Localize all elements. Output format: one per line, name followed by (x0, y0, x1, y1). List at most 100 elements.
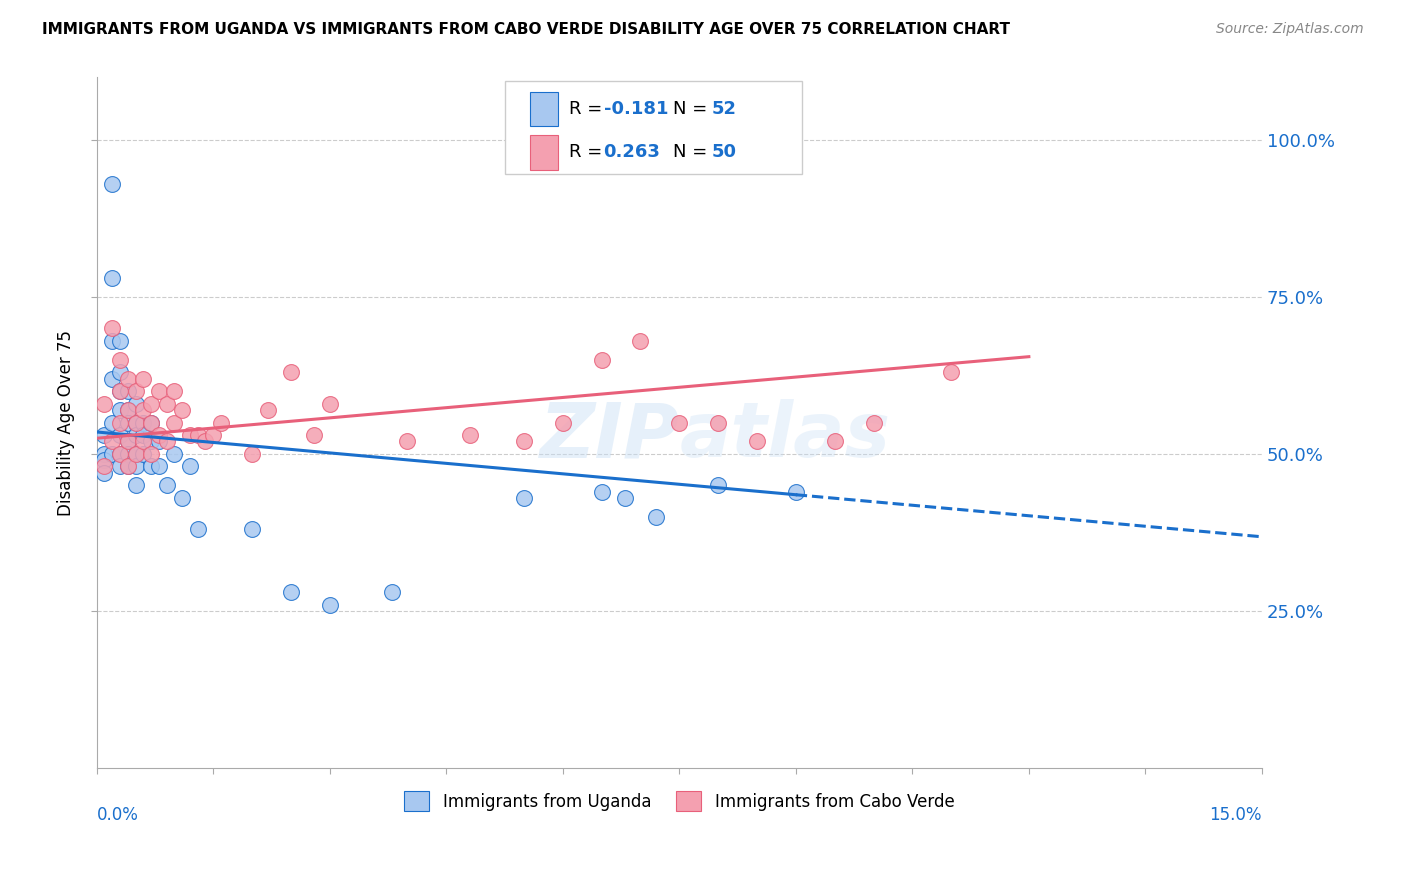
Point (124, 447, 146, 461)
Point (108, 447, 131, 461)
Point (117, 403, 139, 417)
Point (124, 416, 146, 430)
Point (172, 491, 194, 505)
Point (148, 459, 170, 474)
Point (101, 271, 124, 285)
Point (187, 428, 209, 442)
Point (132, 434, 155, 449)
Point (101, 416, 124, 430)
Text: R =: R = (568, 100, 607, 119)
Point (124, 416, 146, 430)
Text: atlas: atlas (679, 400, 890, 474)
Text: N =: N = (673, 144, 713, 161)
Point (117, 371, 139, 385)
Point (132, 371, 155, 385)
Point (319, 598, 342, 612)
Point (202, 428, 225, 442)
Point (108, 459, 131, 474)
Point (179, 459, 201, 474)
Point (591, 352, 613, 367)
Point (139, 459, 162, 474)
Point (108, 416, 131, 430)
Point (941, 365, 963, 379)
Point (163, 416, 186, 430)
Point (745, 434, 768, 449)
Point (280, 585, 302, 599)
Point (108, 403, 131, 417)
Point (117, 384, 139, 399)
Point (139, 434, 162, 449)
Point (381, 585, 404, 599)
Point (108, 334, 131, 348)
Point (148, 384, 170, 399)
Point (101, 434, 124, 449)
Point (280, 365, 302, 379)
Point (108, 365, 131, 379)
Point (132, 416, 155, 430)
Point (93, 428, 115, 442)
Point (101, 371, 124, 385)
Point (862, 416, 884, 430)
Point (187, 522, 209, 536)
Point (132, 403, 155, 417)
Point (139, 416, 162, 430)
Point (163, 447, 186, 461)
Point (101, 177, 124, 191)
Point (163, 384, 186, 399)
Point (148, 434, 170, 449)
Point (645, 509, 668, 524)
Point (132, 447, 155, 461)
FancyBboxPatch shape (530, 92, 558, 127)
Point (156, 397, 179, 411)
Text: 15.0%: 15.0% (1209, 805, 1263, 823)
Point (117, 434, 139, 449)
Point (591, 484, 613, 499)
Point (172, 403, 194, 417)
Text: IMMIGRANTS FROM UGANDA VS IMMIGRANTS FROM CABO VERDE DISABILITY AGE OVER 75 CORR: IMMIGRANTS FROM UGANDA VS IMMIGRANTS FRO… (42, 22, 1010, 37)
Point (124, 459, 146, 474)
Point (194, 434, 217, 449)
Point (139, 416, 162, 430)
Point (132, 428, 155, 442)
Point (117, 459, 139, 474)
Point (108, 447, 131, 461)
Point (117, 403, 139, 417)
Point (117, 447, 139, 461)
Point (93, 459, 115, 474)
Point (117, 434, 139, 449)
Point (101, 447, 124, 461)
FancyBboxPatch shape (505, 81, 801, 174)
Point (139, 447, 162, 461)
Point (824, 434, 846, 449)
Point (108, 428, 131, 442)
Text: N =: N = (673, 100, 713, 119)
Text: 0.263: 0.263 (603, 144, 661, 161)
Point (101, 321, 124, 335)
Point (179, 428, 201, 442)
Text: 0.0%: 0.0% (97, 805, 139, 823)
Point (551, 416, 574, 430)
Point (93, 453, 115, 467)
Point (156, 434, 179, 449)
Point (108, 384, 131, 399)
Point (613, 491, 636, 505)
Point (124, 447, 146, 461)
Point (101, 334, 124, 348)
Point (124, 397, 146, 411)
Point (240, 522, 263, 536)
Point (108, 384, 131, 399)
Text: 52: 52 (711, 100, 737, 119)
Point (93, 447, 115, 461)
Legend: Immigrants from Uganda, Immigrants from Cabo Verde: Immigrants from Uganda, Immigrants from … (398, 784, 960, 818)
Point (117, 459, 139, 474)
Y-axis label: Disability Age Over 75: Disability Age Over 75 (58, 329, 75, 516)
Text: 50: 50 (711, 144, 737, 161)
Point (93, 397, 115, 411)
Point (240, 447, 263, 461)
Point (108, 352, 131, 367)
Point (458, 428, 481, 442)
Text: ZIP: ZIP (540, 400, 679, 474)
FancyBboxPatch shape (530, 135, 558, 169)
Point (630, 334, 652, 348)
Text: -0.181: -0.181 (603, 100, 668, 119)
